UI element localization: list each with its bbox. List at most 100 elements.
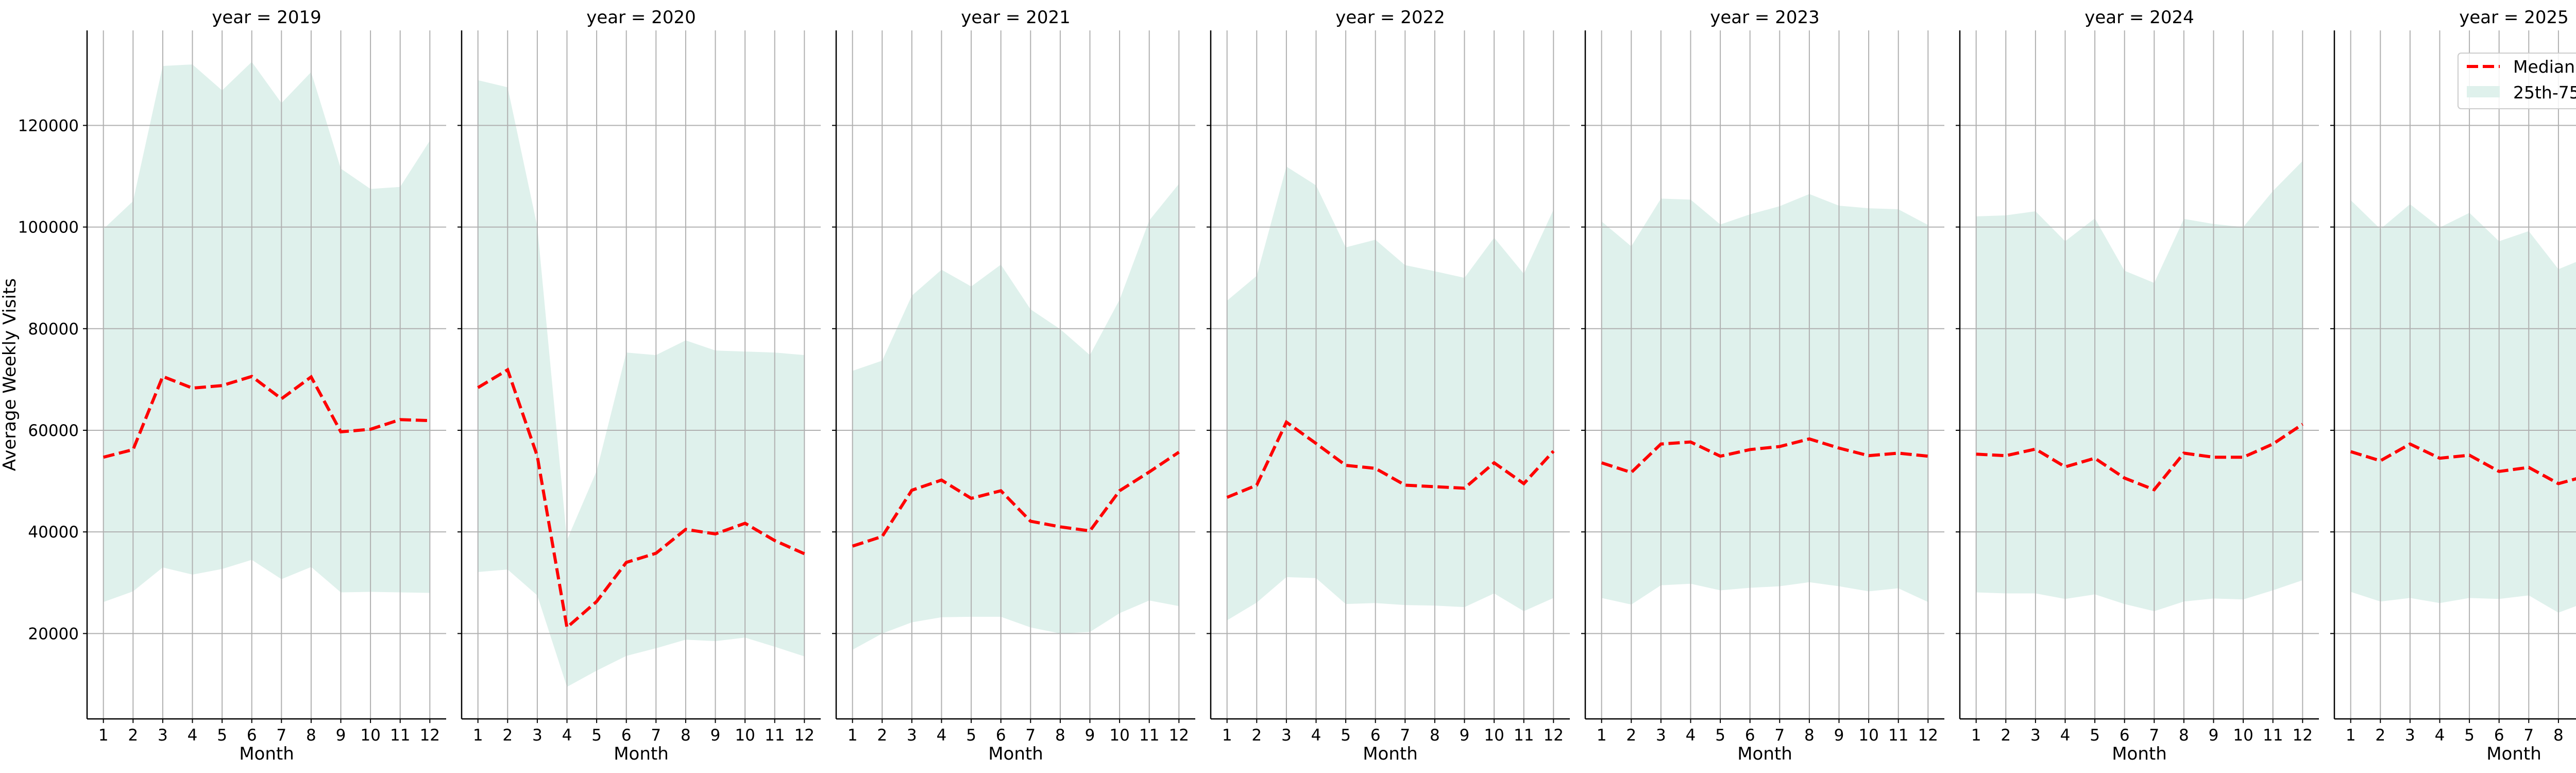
median-line [852, 450, 1180, 548]
y-axis-label: Average Weekly Visits [0, 278, 20, 471]
x-axis-label: Month [1737, 744, 1792, 764]
x-tick-label: 9 [2209, 726, 2219, 745]
x-tick-label: 5 [966, 726, 976, 745]
facet-panel-0: 20000 40000 60000 80000 100000 120000 1 2 3 4 5 6 7 8… [18, 7, 446, 764]
x-tick-label: 4 [937, 726, 947, 745]
x-tick-label: 1 [848, 726, 858, 745]
median-line [1601, 437, 1928, 475]
facet-title: year = 2019 [212, 7, 321, 28]
x-tick-label: 11 [1888, 726, 1908, 745]
x-tick-label: 7 [276, 726, 286, 745]
x-tick-label: 8 [681, 726, 691, 745]
x-tick-label: 10 [735, 726, 755, 745]
x-tick-label: 3 [1281, 726, 1292, 745]
x-tick-label: 3 [532, 726, 543, 745]
x-tick-label: 7 [2149, 726, 2159, 745]
x-tick-label: 8 [1804, 726, 1815, 745]
x-tick-label: 1 [1222, 726, 1232, 745]
x-tick-label: 5 [217, 726, 227, 745]
x-tick-label: 5 [2090, 726, 2100, 745]
x-axis-label: Month [2486, 744, 2541, 764]
x-tick-label: 9 [1460, 726, 1470, 745]
x-tick-label: 10 [2233, 726, 2253, 745]
x-tick-label: 1 [1597, 726, 1607, 745]
x-tick-label: 3 [2405, 726, 2415, 745]
x-tick-label: 9 [1834, 726, 1844, 745]
x-tick-label: 12 [1544, 726, 1564, 745]
y-tick-label: 80000 [28, 320, 79, 339]
percentile-band [478, 80, 805, 687]
median-line [103, 374, 430, 459]
x-tick-label: 8 [1430, 726, 1440, 745]
x-tick-label: 9 [336, 726, 346, 745]
x-tick-label: 10 [1858, 726, 1878, 745]
x-tick-label: 9 [710, 726, 721, 745]
x-tick-label: 8 [1055, 726, 1065, 745]
facet-title: year = 2022 [1335, 7, 1445, 28]
x-tick-label: 8 [2179, 726, 2189, 745]
facet-title: year = 2021 [961, 7, 1070, 28]
x-tick-label: 4 [1311, 726, 1321, 745]
percentile-band [852, 183, 1179, 650]
x-tick-label: 10 [1484, 726, 1504, 745]
x-tick-label: 2 [2375, 726, 2385, 745]
median-line [2350, 442, 2576, 485]
legend: Median 25th-75th Percentile [2458, 53, 2576, 109]
x-tick-label: 1 [2346, 726, 2356, 745]
x-axis-label: Month [2112, 744, 2167, 764]
x-tick-label: 11 [765, 726, 785, 745]
legend-band-label: 25th-75th Percentile [2513, 82, 2576, 103]
x-tick-label: 8 [306, 726, 316, 745]
x-tick-label: 2 [877, 726, 887, 745]
x-tick-label: 6 [2494, 726, 2504, 745]
legend-band-swatch [2467, 86, 2500, 97]
x-tick-label: 6 [2120, 726, 2130, 745]
x-tick-label: 2 [502, 726, 513, 745]
x-tick-label: 12 [420, 726, 440, 745]
x-tick-label: 12 [2293, 726, 2313, 745]
x-tick-label: 6 [621, 726, 632, 745]
x-tick-label: 11 [2263, 726, 2283, 745]
median-line [477, 367, 805, 631]
x-tick-label: 7 [651, 726, 661, 745]
legend-median-label: Median [2513, 57, 2575, 77]
x-tick-label: 4 [562, 726, 572, 745]
percentile-band [1227, 166, 1554, 620]
x-tick-label: 1 [1971, 726, 1981, 745]
facet-title: year = 2020 [586, 7, 696, 28]
x-tick-label: 3 [158, 726, 168, 745]
x-tick-label: 11 [390, 726, 410, 745]
x-tick-label: 6 [247, 726, 257, 745]
x-tick-label: 5 [1715, 726, 1725, 745]
x-tick-label: 4 [1686, 726, 1696, 745]
median-line [1226, 419, 1555, 499]
median-line [1976, 423, 2303, 492]
x-tick-label: 8 [2553, 726, 2564, 745]
y-tick-label: 20000 [28, 625, 79, 643]
x-tick-label: 5 [591, 726, 602, 745]
x-tick-label: 4 [2060, 726, 2071, 745]
x-tick-label: 11 [1139, 726, 1159, 745]
percentile-band [1976, 161, 2303, 611]
x-axis-label: Month [614, 744, 669, 764]
x-tick-label: 7 [1774, 726, 1785, 745]
facet-title: year = 2024 [2084, 7, 2194, 28]
x-tick-label: 9 [1085, 726, 1095, 745]
y-tick-label: 120000 [18, 116, 79, 135]
x-tick-label: 6 [996, 726, 1006, 745]
y-tick-label: 40000 [28, 523, 79, 542]
x-tick-label: 3 [2030, 726, 2041, 745]
x-axis-label: Month [239, 744, 294, 764]
x-tick-label: 6 [1745, 726, 1755, 745]
x-tick-label: 7 [1400, 726, 1410, 745]
x-axis-label: Month [1363, 744, 1418, 764]
facet-title: year = 2023 [1710, 7, 1819, 28]
percentile-band [2350, 200, 2576, 613]
